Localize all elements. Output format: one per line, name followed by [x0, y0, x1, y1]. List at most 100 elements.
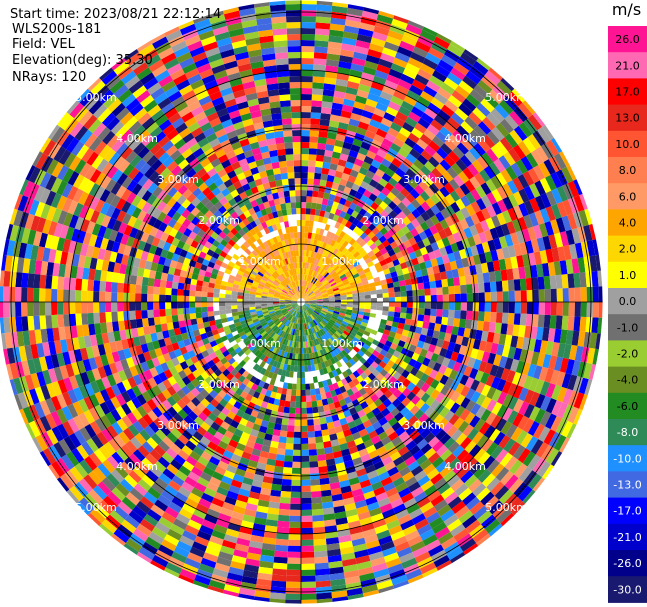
range-gate: [239, 417, 249, 427]
range-gate: [141, 310, 148, 319]
range-gate: [358, 295, 365, 299]
range-gate: [311, 496, 323, 504]
range-gate: [326, 397, 334, 405]
range-gate: [392, 196, 402, 206]
range-gate: [230, 189, 239, 198]
range-gate: [292, 347, 297, 354]
range-gate: [294, 244, 299, 251]
range-gate: [236, 186, 245, 195]
range-gate: [328, 259, 334, 267]
range-gate: [301, 256, 304, 263]
range-gate: [307, 316, 311, 323]
range-gate: [342, 320, 349, 326]
range-gate: [482, 272, 490, 283]
range-gate: [472, 292, 479, 302]
range-gate: [281, 240, 286, 247]
range-gate: [239, 282, 246, 287]
range-gate: [388, 266, 397, 273]
range-gate: [269, 323, 276, 329]
range-gate: [502, 291, 509, 302]
range-gate: [207, 311, 215, 317]
range-gate: [280, 282, 286, 288]
range-gate: [278, 508, 291, 516]
range-gate: [240, 205, 248, 214]
range-gate: [189, 284, 197, 291]
range-gate: [195, 374, 205, 384]
range-gate: [296, 286, 299, 293]
range-gate: [258, 269, 266, 275]
range-gate: [319, 343, 325, 350]
range-gate: [284, 142, 293, 149]
range-gate: [225, 305, 232, 310]
range-gate: [363, 287, 371, 292]
range-gate: [261, 291, 269, 295]
range-gate: [278, 275, 284, 282]
range-gate: [272, 317, 279, 322]
range-gate: [304, 302, 311, 305]
range-gate: [334, 170, 343, 179]
range-gate: [256, 310, 263, 314]
range-gate: [191, 324, 199, 331]
range-gate: [285, 296, 292, 299]
range-gate: [315, 292, 322, 296]
range-gate: [291, 310, 296, 316]
range-gate: [163, 258, 172, 267]
range-gate: [273, 318, 280, 324]
range-gate: [363, 189, 372, 198]
range-gate: [311, 313, 317, 319]
range-gate: [277, 349, 283, 357]
range-gate: [318, 314, 325, 319]
range-gate: [248, 415, 257, 424]
range-gate: [272, 192, 279, 200]
range-gate: [308, 443, 317, 450]
range-gate: [514, 302, 521, 314]
range-gate: [377, 353, 385, 361]
range-gate: [258, 252, 265, 259]
range-gate: [280, 293, 287, 297]
range-gate: [250, 166, 259, 175]
range-gate: [298, 317, 301, 324]
range-gate: [286, 364, 291, 372]
range-gate: [295, 293, 299, 299]
range-gate: [289, 290, 294, 296]
range-gate: [284, 258, 289, 265]
range-gate: [285, 299, 292, 301]
range-gate: [201, 350, 210, 358]
range-gate: [352, 272, 360, 279]
range-gate: [301, 202, 307, 209]
range-gate: [334, 221, 341, 229]
range-gate: [226, 184, 236, 193]
range-gate: [362, 315, 370, 321]
range-gate: [301, 280, 304, 287]
range-gate: [238, 314, 245, 319]
range-gate: [354, 352, 362, 360]
range-gate: [305, 256, 309, 263]
range-gate: [346, 309, 353, 313]
range-gate: [301, 178, 308, 185]
range-gate: [255, 334, 263, 341]
range-gate: [123, 311, 130, 321]
range-gate: [117, 311, 124, 322]
range-gate: [275, 328, 281, 335]
range-gate: [331, 342, 338, 349]
range-gate: [275, 310, 282, 315]
range-gate: [268, 416, 277, 424]
range-gate: [190, 207, 200, 217]
range-gate: [278, 322, 284, 329]
range-gate: [294, 335, 298, 342]
range-gate: [255, 263, 263, 270]
range-gate: [254, 247, 261, 255]
range-gate: [177, 308, 184, 315]
range-gate: [466, 293, 473, 302]
range-gate: [290, 347, 294, 354]
range-gate: [195, 296, 202, 302]
range-gate: [357, 285, 364, 290]
range-gate: [200, 398, 210, 408]
range-gate: [321, 293, 328, 297]
range-gate: [318, 215, 324, 223]
range-gate: [308, 269, 312, 276]
range-gate: [343, 383, 351, 392]
range-gate: [317, 283, 323, 289]
range-gate: [288, 283, 293, 290]
range-gate: [270, 339, 276, 346]
